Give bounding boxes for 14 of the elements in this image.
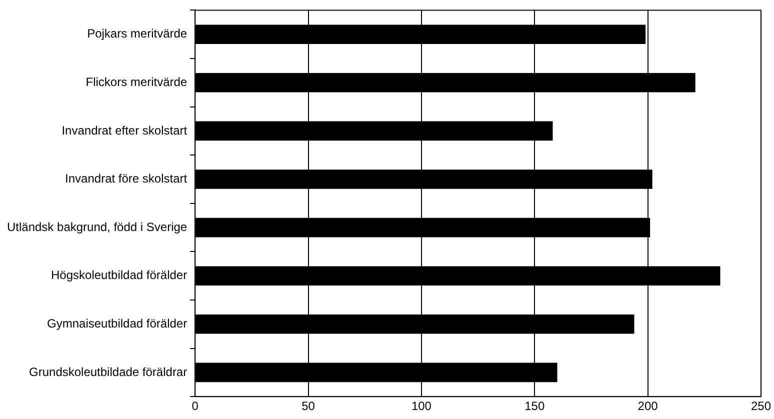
x-tick-label: 0 xyxy=(192,399,199,414)
y-tick-label: Grundskoleutbildade föräldrar xyxy=(29,364,188,379)
x-tick-label: 250 xyxy=(750,399,772,414)
y-tick-label: Invandrat efter skolstart xyxy=(62,123,188,138)
y-tick-label: Pojkars meritvärde xyxy=(87,26,188,41)
x-tick-label: 50 xyxy=(302,399,316,414)
y-tick-label: Högskoleutbildad förälder xyxy=(51,268,188,282)
y-tick-label: Utländsk bakgrund, född i Sverige xyxy=(6,220,188,234)
y-tick-label: Gymnaiseutbildad förälder xyxy=(47,316,188,330)
y-tick-label: Invandrat före skolstart xyxy=(65,172,188,186)
x-tick-label: 150 xyxy=(524,399,545,414)
x-tick-label: 200 xyxy=(638,399,658,414)
y-tick-label: Flickors meritvärde xyxy=(86,74,188,89)
x-tick-label: 100 xyxy=(411,399,432,414)
